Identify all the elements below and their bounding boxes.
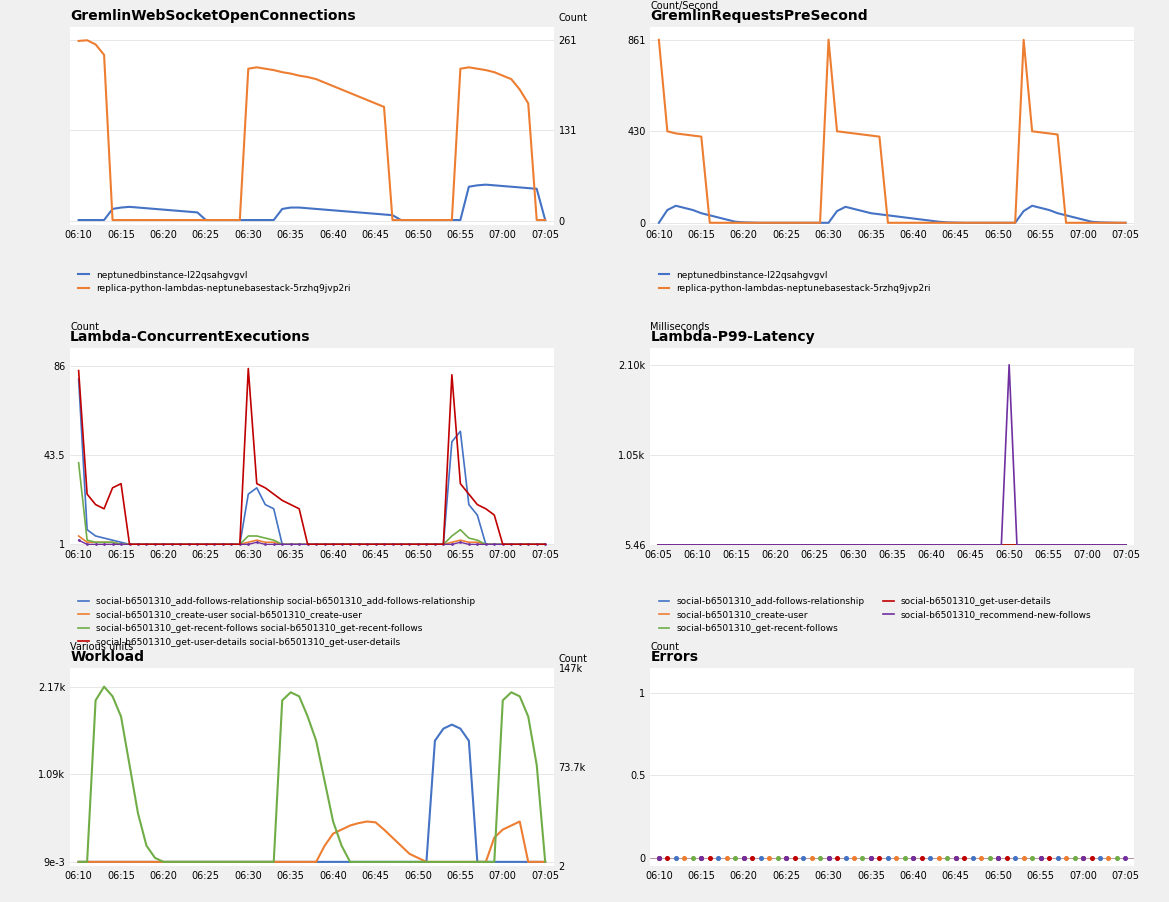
Text: Milliseconds: Milliseconds [650, 322, 710, 332]
Point [692, 851, 711, 865]
Point [845, 851, 864, 865]
Point [708, 851, 727, 865]
Point [1039, 851, 1058, 865]
Point [862, 851, 880, 865]
Point [819, 851, 838, 865]
Point [904, 851, 922, 865]
Point [904, 851, 922, 865]
Text: Count: Count [70, 322, 99, 332]
Point [963, 851, 982, 865]
Point [1031, 851, 1050, 865]
Text: GremlinWebSocketOpenConnections: GremlinWebSocketOpenConnections [70, 9, 355, 23]
Point [828, 851, 846, 865]
Point [947, 851, 966, 865]
Point [1073, 851, 1092, 865]
Point [929, 851, 948, 865]
Point [853, 851, 872, 865]
Text: Various units: Various units [70, 642, 133, 652]
Point [819, 851, 838, 865]
Point [794, 851, 812, 865]
Point [726, 851, 745, 865]
Text: Count: Count [559, 14, 588, 23]
Point [870, 851, 888, 865]
Point [700, 851, 719, 865]
Point [1015, 851, 1033, 865]
Point [938, 851, 956, 865]
Legend: social-b6501310_add-follows-relationship social-b6501310_add-follows-relationshi: social-b6501310_add-follows-relationship… [75, 594, 479, 650]
Point [981, 851, 999, 865]
Text: Lambda-P99-Latency: Lambda-P99-Latency [650, 329, 815, 344]
Point [810, 851, 829, 865]
Point [1099, 851, 1118, 865]
Point [836, 851, 855, 865]
Point [1091, 851, 1109, 865]
Text: Lambda-ConcurrentExecutions: Lambda-ConcurrentExecutions [70, 329, 311, 344]
Legend: neptunedbinstance-l22qsahgvgvl, replica-python-lambdas-neptunebasestack-5rzhq9jv: neptunedbinstance-l22qsahgvgvl, replica-… [75, 267, 354, 297]
Point [734, 851, 753, 865]
Point [734, 851, 753, 865]
Point [786, 851, 804, 865]
Point [776, 851, 795, 865]
Text: Count/Second: Count/Second [650, 1, 719, 11]
Text: GremlinRequestsPreSecond: GremlinRequestsPreSecond [650, 9, 869, 23]
Point [947, 851, 966, 865]
Point [1065, 851, 1084, 865]
Legend: social-b6501310_add-follows-relationship, social-b6501310_create-user, social-b6: social-b6501310_add-follows-relationship… [655, 594, 1095, 637]
Point [971, 851, 990, 865]
Point [1031, 851, 1050, 865]
Point [666, 851, 685, 865]
Point [1116, 851, 1135, 865]
Point [913, 851, 932, 865]
Point [776, 851, 795, 865]
Point [895, 851, 914, 865]
Point [760, 851, 779, 865]
Text: Workload: Workload [70, 650, 144, 664]
Point [862, 851, 880, 865]
Point [692, 851, 711, 865]
Point [989, 851, 1008, 865]
Point [955, 851, 974, 865]
Text: Errors: Errors [650, 650, 698, 664]
Point [650, 851, 669, 865]
Text: Count: Count [650, 642, 679, 652]
Point [742, 851, 761, 865]
Point [921, 851, 940, 865]
Point [887, 851, 906, 865]
Point [675, 851, 693, 865]
Point [1073, 851, 1092, 865]
Point [997, 851, 1016, 865]
Point [989, 851, 1008, 865]
Point [1082, 851, 1101, 865]
Point [658, 851, 677, 865]
Point [718, 851, 736, 865]
Legend: neptunedbinstance-l22qsahgvgvl, replica-python-lambdas-neptunebasestack-5rzhq9jv: neptunedbinstance-l22qsahgvgvl, replica-… [655, 267, 935, 297]
Point [802, 851, 821, 865]
Point [1107, 851, 1126, 865]
Point [1057, 851, 1075, 865]
Point [879, 851, 898, 865]
Point [1023, 851, 1042, 865]
Point [1049, 851, 1067, 865]
Text: Count: Count [559, 654, 588, 664]
Point [752, 851, 770, 865]
Point [650, 851, 669, 865]
Point [768, 851, 787, 865]
Point [1005, 851, 1024, 865]
Point [684, 851, 703, 865]
